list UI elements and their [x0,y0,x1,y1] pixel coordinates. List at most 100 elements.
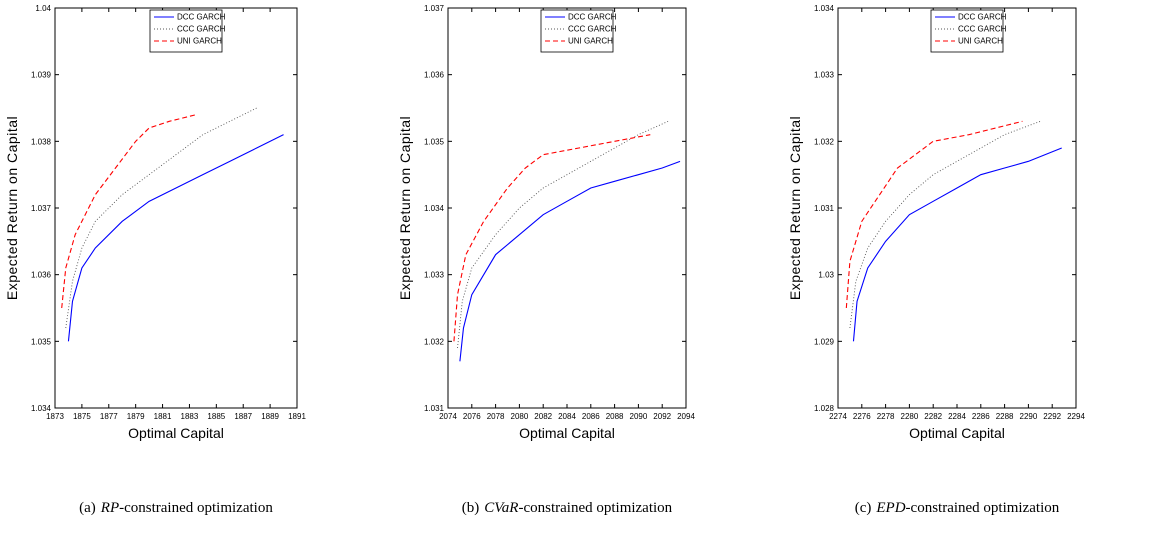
caption: (c) EPD-constrained optimization [855,500,1060,516]
y-axis-label: Expected Return on Capital [787,116,803,300]
x-tick-label: 2290 [1020,412,1038,421]
caption-text: -constrained optimization [906,500,1060,516]
x-tick-label: 2094 [677,412,695,421]
caption-label: (b) [462,500,480,516]
y-tick-label: 1.037 [424,4,445,13]
legend-label: DCC GARCH [568,13,617,22]
y-axis-label: Expected Return on Capital [397,116,413,300]
legend: DCC GARCH CCC GARCH UNI GARCH [149,9,226,53]
x-tick-label: 1889 [261,412,279,421]
x-tick-label: 2284 [948,412,966,421]
panel: 2274 2276 2278 2280 2282 2284 2286 2288 2290 2292… [787,4,1085,516]
legend: DCC GARCH CCC GARCH UNI GARCH [540,9,617,53]
y-tick-label: 1.031 [424,404,445,413]
series-line [453,134,651,342]
legend-label: UNI GARCH [177,37,222,46]
legend-label: DCC GARCH [177,13,226,22]
legend-label: UNI GARCH [568,37,613,46]
y-tick-label: 1.035 [31,337,52,346]
caption-math: CVaR [484,500,518,516]
y-tick-label: 1.038 [31,137,52,146]
series-line [459,160,681,362]
series-line [67,134,284,342]
y-tick-label: 1.032 [424,337,445,346]
y-tick-label: 1.033 [424,271,445,280]
x-tick-label: 2278 [877,412,895,421]
x-axis-label: Optimal Capital [128,425,224,441]
legend-label: UNI GARCH [958,37,1003,46]
y-tick-label: 1.039 [31,71,52,80]
x-axis-label: Optimal Capital [519,425,615,441]
x-tick-label: 2090 [630,412,648,421]
series-line [65,107,257,329]
x-tick-label: 1873 [46,412,64,421]
x-tick-label: 2274 [829,412,847,421]
caption-math: RP [100,500,119,516]
y-axis-label: Expected Return on Capital [4,116,20,300]
caption-label: (a) [79,500,96,516]
x-tick-label: 2292 [1043,412,1061,421]
series-line [457,120,669,349]
x-tick-label: 2074 [439,412,457,421]
caption-label: (c) [855,500,872,516]
caption-text: -constrained optimization [518,500,672,516]
x-tick-label: 1877 [100,412,118,421]
caption: (a) RP-constrained optimization [79,500,273,516]
legend-label: CCC GARCH [568,25,617,34]
legend-label: CCC GARCH [958,25,1007,34]
y-tick-label: 1.032 [814,137,835,146]
x-tick-label: 2076 [463,412,481,421]
legend-label: DCC GARCH [958,13,1007,22]
x-tick-label: 1881 [154,412,172,421]
x-tick-label: 1879 [127,412,145,421]
x-tick-label: 2282 [924,412,942,421]
legend: DCC GARCH CCC GARCH UNI GARCH [930,9,1007,53]
y-tick-label: 1.034 [31,404,52,413]
x-tick-label: 2080 [511,412,529,421]
x-axis-label: Optimal Capital [909,425,1005,441]
y-tick-label: 1.034 [424,204,445,213]
series-line [61,114,197,309]
x-tick-label: 2286 [972,412,990,421]
plot-frame [54,7,298,409]
x-tick-label: 1883 [181,412,199,421]
x-tick-label: 2280 [901,412,919,421]
panel: 2074 2076 2078 2080 2082 2084 2086 2088 2090 2092… [397,4,695,516]
y-tick-label: 1.037 [31,204,52,213]
plot-frame [447,7,687,409]
y-tick-label: 1.036 [31,271,52,280]
y-tick-label: 1.035 [424,137,445,146]
x-tick-label: 2088 [606,412,624,421]
x-tick-label: 2078 [487,412,505,421]
y-tick-label: 1.033 [814,71,835,80]
x-tick-label: 1885 [207,412,225,421]
x-tick-label: 2294 [1067,412,1085,421]
series-line [852,147,1062,342]
x-tick-label: 1887 [234,412,252,421]
y-tick-label: 1.028 [814,404,835,413]
x-tick-label: 2092 [653,412,671,421]
y-tick-label: 1.034 [814,4,835,13]
y-tick-label: 1.03 [818,271,834,280]
series-line [849,120,1041,329]
legend-label: CCC GARCH [177,25,226,34]
y-tick-label: 1.029 [814,337,835,346]
y-tick-label: 1.036 [424,71,445,80]
caption-math: EPD [875,500,905,516]
y-tick-label: 1.04 [35,4,51,13]
plot-frame [837,7,1077,409]
x-tick-label: 1891 [288,412,306,421]
x-tick-label: 2084 [558,412,576,421]
caption-text: -constrained optimization [119,500,273,516]
panel: 1873 1875 1877 1879 1881 1883 1885 1887 1889 1891… [4,4,306,516]
x-tick-label: 2086 [582,412,600,421]
x-tick-label: 2276 [853,412,871,421]
caption: (b) CVaR-constrained optimization [462,500,673,516]
series-line [845,120,1023,309]
legend-box [149,9,223,53]
y-tick-label: 1.031 [814,204,835,213]
x-tick-label: 1875 [73,412,91,421]
x-tick-label: 2288 [996,412,1014,421]
x-tick-label: 2082 [534,412,552,421]
